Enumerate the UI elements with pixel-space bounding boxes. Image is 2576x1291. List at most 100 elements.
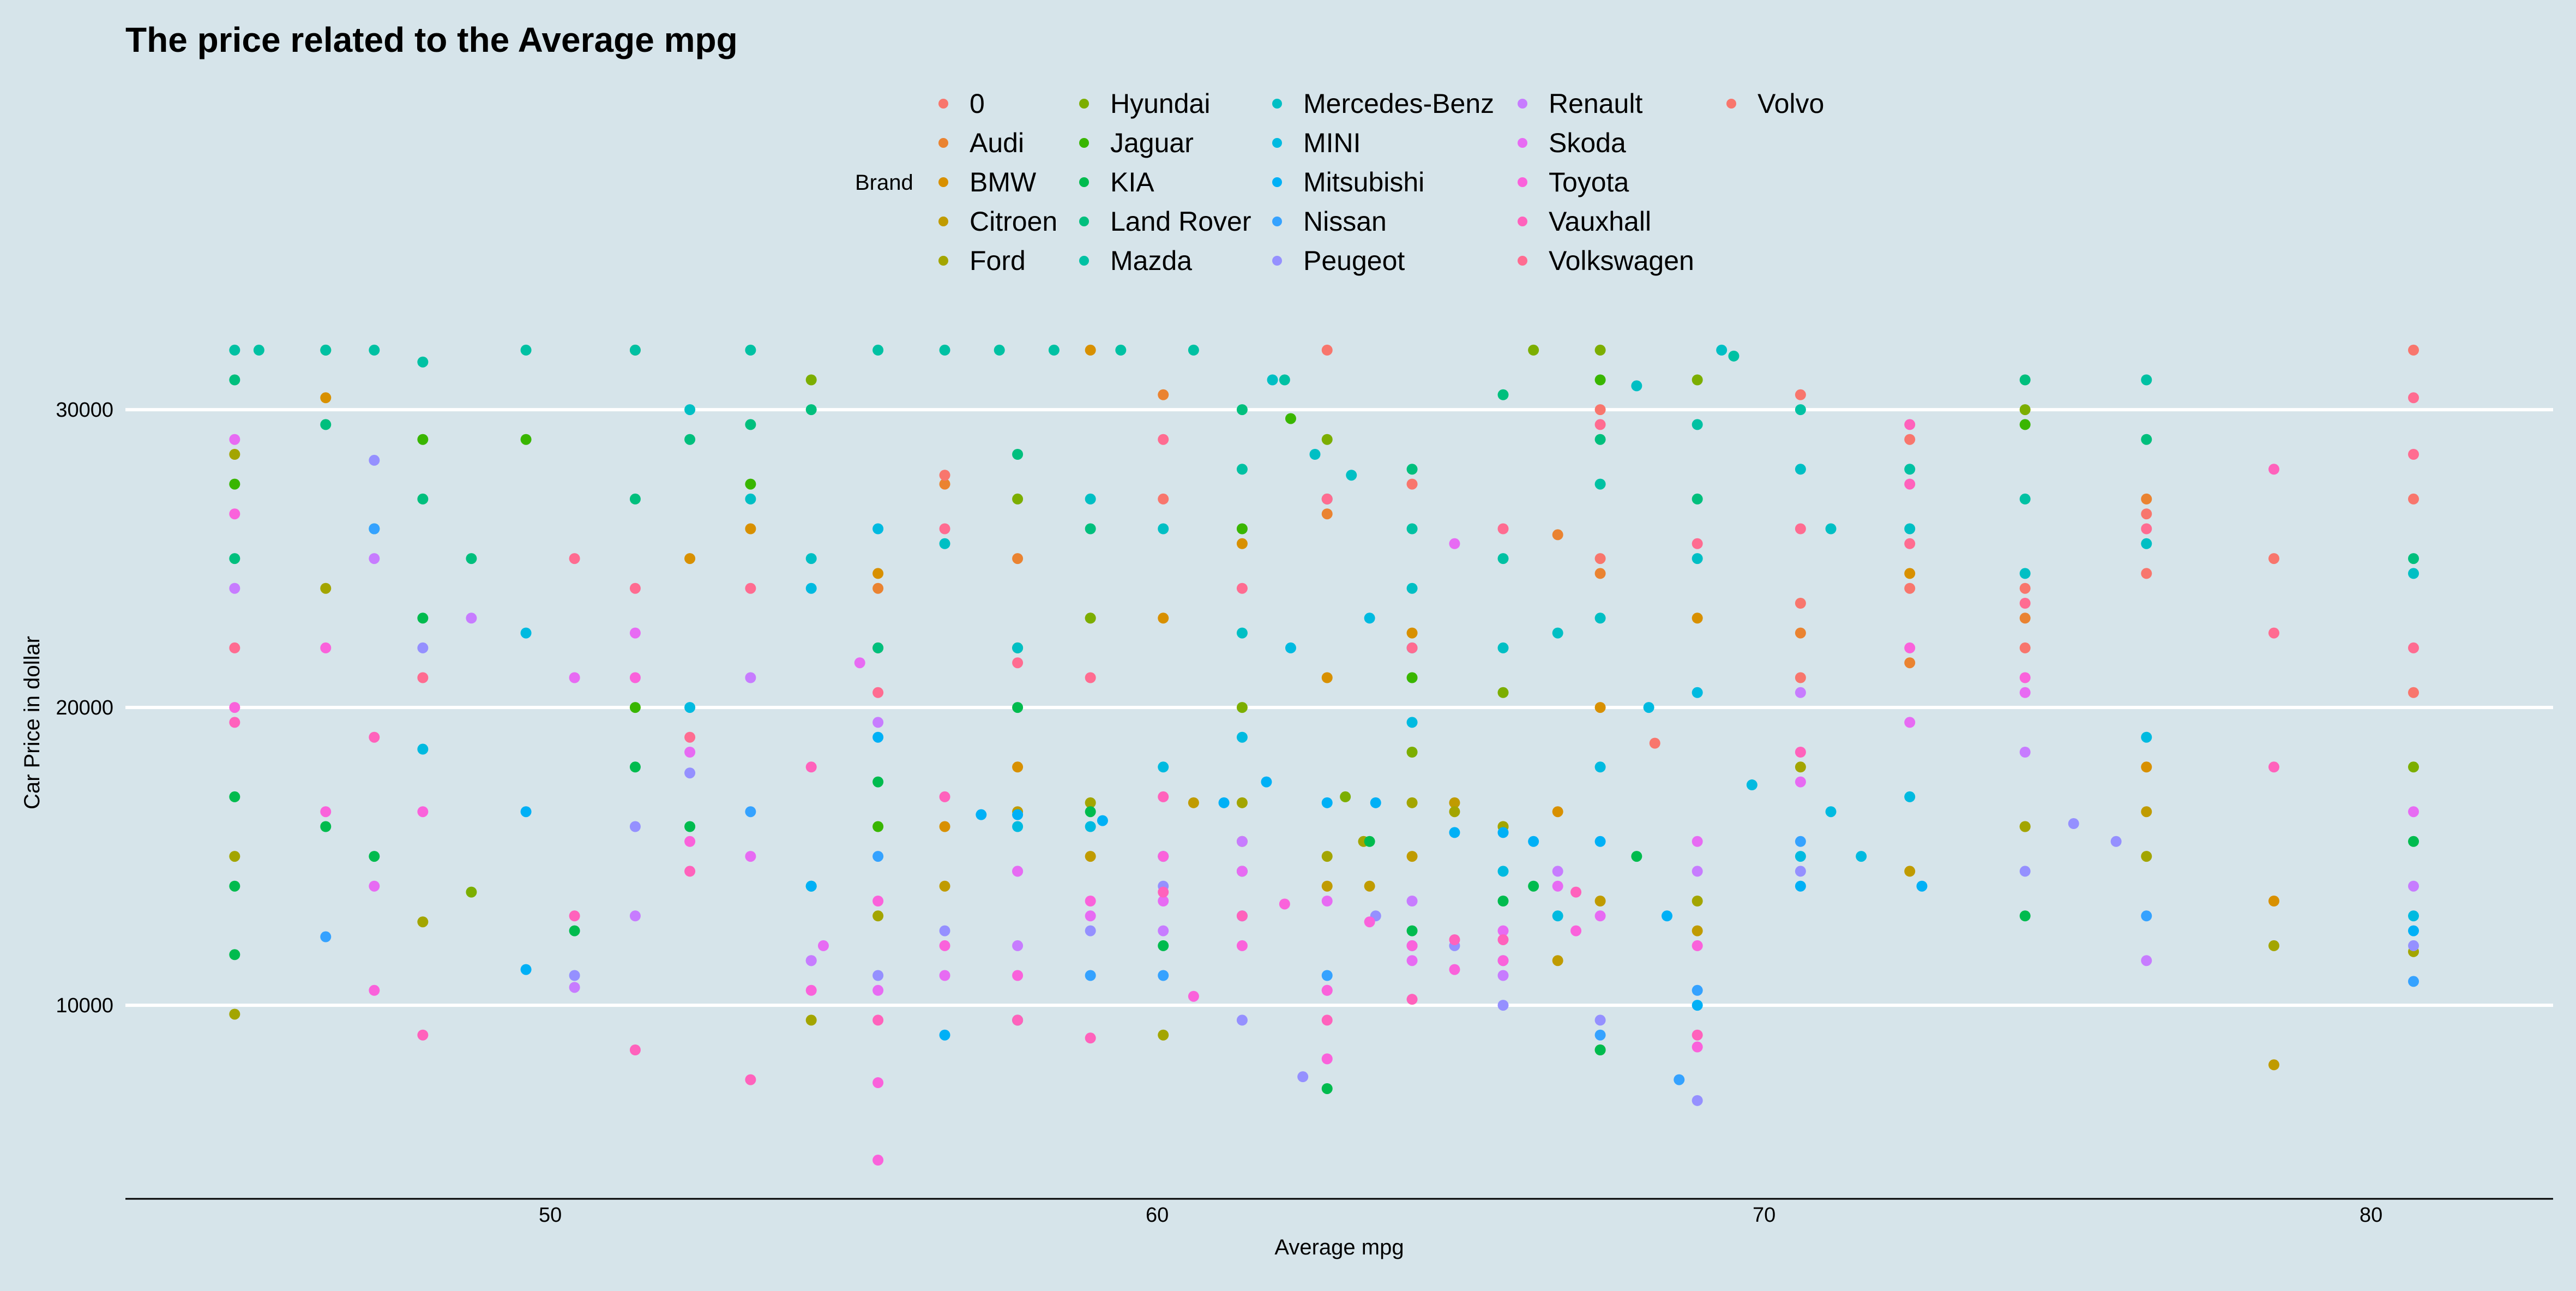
data-point [320, 806, 332, 818]
data-point [2408, 493, 2419, 505]
data-point [2408, 925, 2419, 936]
x-tick-label: 70 [1753, 1204, 1775, 1227]
legend-swatch [938, 99, 948, 109]
data-point [520, 964, 532, 975]
data-point [1158, 523, 1169, 535]
legend-swatch [1518, 177, 1527, 187]
data-point [2408, 392, 2419, 404]
data-point [1674, 1074, 1685, 1085]
data-point [872, 851, 884, 862]
data-point [805, 374, 817, 386]
data-point [569, 970, 580, 981]
data-point [1321, 493, 1333, 505]
series-group [229, 344, 2031, 832]
data-point [805, 404, 817, 416]
data-point [2019, 404, 2031, 416]
legend-swatch [1272, 138, 1282, 148]
data-point [684, 731, 696, 743]
data-point [2408, 940, 2419, 951]
data-point [1552, 866, 1563, 877]
legend-item: KIA [1079, 167, 1154, 197]
data-point [2408, 344, 2419, 356]
x-tick-label: 60 [1146, 1204, 1169, 1227]
data-point [1594, 374, 1606, 386]
data-point [2110, 836, 2122, 847]
data-point [2268, 553, 2280, 565]
y-axis-label: Car Price in dollar [20, 636, 44, 809]
data-point [872, 1155, 884, 1166]
data-point [2268, 464, 2280, 475]
x-tick-label: 50 [539, 1204, 562, 1227]
data-point [1795, 523, 1806, 535]
data-point [745, 344, 756, 356]
data-point [1528, 344, 1539, 356]
data-point [1406, 478, 1418, 490]
data-point [2408, 880, 2419, 892]
data-point [872, 523, 884, 535]
data-point [1795, 880, 1806, 892]
data-point [2019, 613, 2031, 624]
data-point [1279, 898, 1290, 910]
data-point [1236, 404, 1248, 416]
data-point [939, 470, 950, 481]
data-point [1904, 657, 1916, 669]
data-point [1904, 538, 1916, 549]
data-point [1594, 1014, 1606, 1026]
data-point [1692, 1000, 1703, 1011]
data-point [1594, 836, 1606, 847]
series-group [229, 449, 2419, 1055]
series-group [1594, 404, 2419, 698]
series-group [229, 613, 2419, 1094]
legend-label: BMW [970, 167, 1037, 197]
legend-swatch [938, 138, 948, 148]
x-tick-labels: 50 60 70 80 [539, 1204, 2382, 1227]
legend-label: Ford [970, 245, 1026, 276]
data-point [1406, 994, 1418, 1005]
y-tick-labels: 10000 20000 30000 [56, 399, 113, 1017]
data-point [2408, 642, 2419, 653]
data-point [1692, 1041, 1703, 1053]
legend-swatch [1079, 217, 1089, 226]
legend-swatch [938, 177, 948, 187]
data-point [1746, 779, 1758, 791]
data-point [417, 356, 429, 368]
data-point [745, 478, 756, 490]
data-point [1497, 934, 1509, 945]
y-tick-label: 20000 [56, 696, 113, 719]
data-point [1085, 925, 1096, 936]
data-point [1692, 836, 1703, 847]
data-point [2141, 910, 2152, 922]
data-point [745, 523, 756, 535]
data-point [1825, 523, 1837, 535]
data-point [1406, 747, 1418, 758]
legend-label: Hyundai [1110, 88, 1210, 119]
data-point [872, 717, 884, 728]
legend-label: 0 [970, 88, 985, 119]
data-point [629, 761, 641, 773]
data-point [994, 344, 1005, 356]
data-point [1279, 374, 1290, 386]
data-point [684, 836, 696, 847]
data-point [2019, 419, 2031, 430]
data-point [1321, 1053, 1333, 1065]
data-point [629, 1044, 641, 1055]
data-point [684, 821, 696, 832]
data-point [320, 344, 332, 356]
data-point [569, 672, 580, 683]
data-point [1012, 449, 1024, 460]
data-point [417, 493, 429, 505]
data-point [520, 806, 532, 818]
data-point [1364, 613, 1375, 624]
data-point [2268, 896, 2280, 906]
data-point [1406, 925, 1418, 936]
data-point [2019, 598, 2031, 609]
data-point [1406, 955, 1418, 966]
data-point [629, 821, 641, 832]
series-group [320, 523, 2419, 1085]
data-point [1570, 886, 1582, 898]
data-point [939, 344, 950, 356]
data-point [1594, 761, 1606, 773]
data-point [1048, 344, 1060, 356]
